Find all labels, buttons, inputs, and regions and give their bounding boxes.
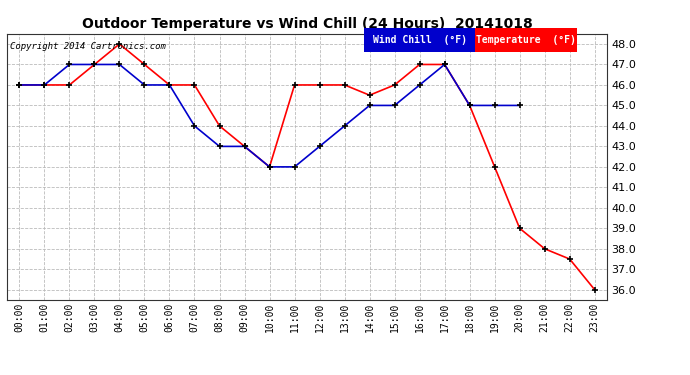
FancyBboxPatch shape	[364, 28, 475, 53]
Text: Copyright 2014 Cartronics.com: Copyright 2014 Cartronics.com	[10, 42, 166, 51]
Text: Wind Chill  (°F): Wind Chill (°F)	[373, 35, 466, 45]
FancyBboxPatch shape	[475, 28, 578, 53]
Text: Temperature  (°F): Temperature (°F)	[476, 35, 576, 45]
Title: Outdoor Temperature vs Wind Chill (24 Hours)  20141018: Outdoor Temperature vs Wind Chill (24 Ho…	[81, 17, 533, 31]
